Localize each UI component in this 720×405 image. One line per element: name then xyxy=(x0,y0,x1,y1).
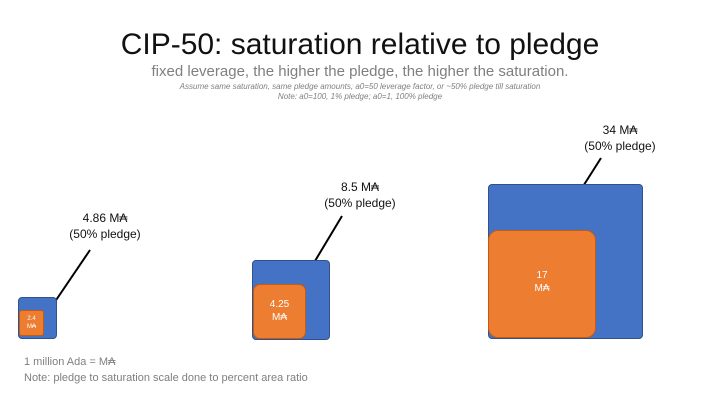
leverage-note: Note: a0=100, 1% pledge; a0=1, 100% pled… xyxy=(277,92,443,101)
pledge-amount-medium: 4.25 xyxy=(269,299,290,310)
saturation-label-medium: 8.5 M₳ (50% pledge) xyxy=(305,179,415,211)
scale-note: Note: pledge to saturation scale done to… xyxy=(24,372,308,384)
pledge-box-medium: 4.25 M₳ xyxy=(253,284,306,339)
saturation-amount-medium: 8.5 M₳ xyxy=(340,180,379,194)
pledge-unit-large: M₳ xyxy=(534,283,550,294)
saturation-label-small: 4.86 M₳ (50% pledge) xyxy=(50,210,160,242)
pledge-unit-small: M₳ xyxy=(27,323,36,330)
saturation-amount-large: 34 M₳ xyxy=(602,123,638,137)
pledge-share-large: (50% pledge) xyxy=(584,139,656,153)
leader-line-medium xyxy=(311,215,343,267)
pledge-share-medium: (50% pledge) xyxy=(324,196,396,210)
pledge-share-small: (50% pledge) xyxy=(69,227,141,241)
pledge-box-small: 2.4 M₳ xyxy=(19,310,44,336)
slide-title: CIP-50: saturation relative to pledge xyxy=(120,28,600,61)
saturation-amount-small: 4.86 M₳ xyxy=(82,211,128,225)
slide-subtitle: fixed leverage, the higher the pledge, t… xyxy=(151,63,569,80)
saturation-label-large: 34 M₳ (50% pledge) xyxy=(565,122,675,154)
pledge-box-large: 17 M₳ xyxy=(488,230,596,338)
pledge-amount-small: 2.4 xyxy=(27,316,36,322)
pledge-unit-medium: M₳ xyxy=(272,312,287,323)
unit-definition: 1 million Ada = M₳ xyxy=(24,356,116,368)
assumption-note: Assume same saturation, same pledge amou… xyxy=(179,82,541,91)
pledge-amount-large: 17 xyxy=(536,270,548,281)
